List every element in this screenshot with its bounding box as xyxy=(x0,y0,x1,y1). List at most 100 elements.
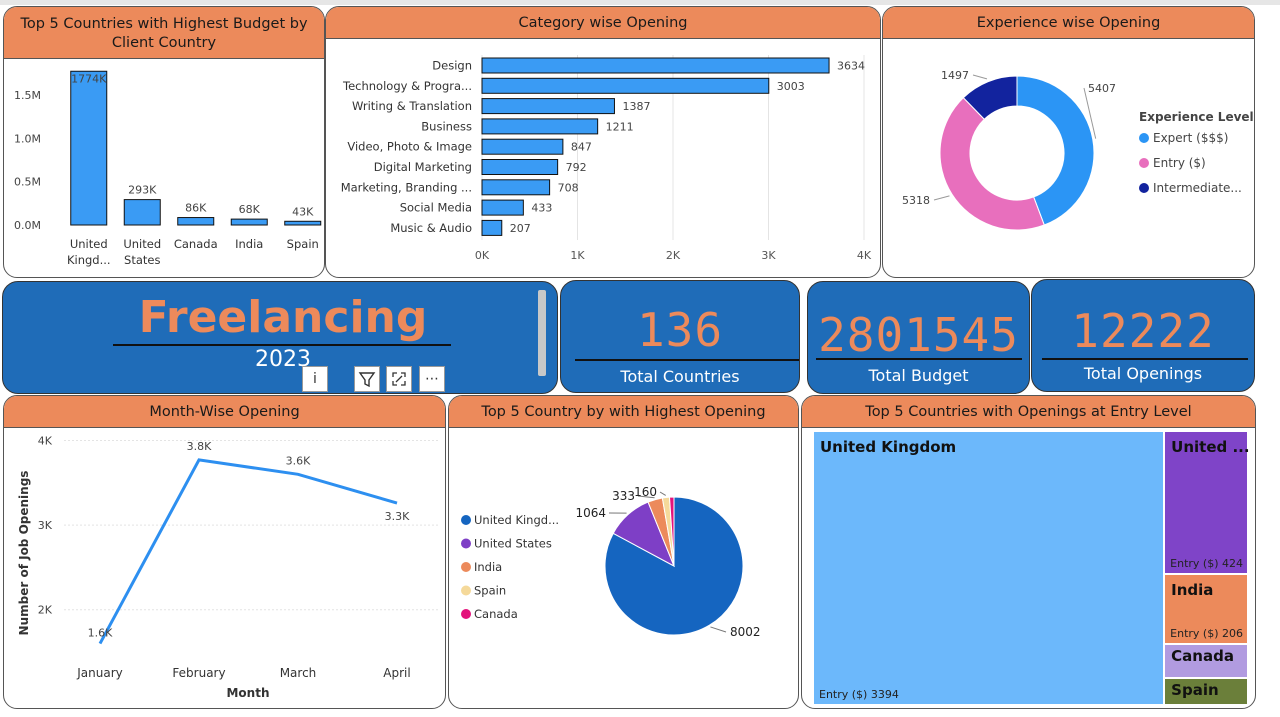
treemap-cell-label: Spain xyxy=(1171,680,1219,699)
category-tick-label: Technology & Progra... xyxy=(342,79,472,93)
month-chart: 2K 3K 4K 1.6K January 3.8K February 3.6K March 3.… xyxy=(17,434,440,700)
country-pie-legend-marker xyxy=(461,515,471,525)
country-pie-legend-label: United States xyxy=(474,537,552,551)
filter-glyph-icon xyxy=(358,372,376,388)
treemap-title: Top 5 Countries with Openings at Entry L… xyxy=(802,396,1255,428)
budget-bar xyxy=(177,217,215,226)
experience-legend-marker xyxy=(1139,158,1149,168)
scrollbar[interactable] xyxy=(538,290,546,376)
category-bar xyxy=(481,199,524,216)
kpi-countries-value: 136 xyxy=(636,303,724,357)
category-bar xyxy=(481,159,559,175)
country-pie-leader-line xyxy=(637,495,655,499)
budget-x-tick-label: States xyxy=(124,253,160,267)
month-x-tick-label: March xyxy=(280,666,317,680)
category-tick-label: Social Media xyxy=(400,201,472,215)
country-pie-chart: 8002 1064 333 160 United Kingd... United Stat… xyxy=(461,485,761,639)
budget-x-tick-label: United xyxy=(123,237,161,251)
budget-bar xyxy=(230,218,268,226)
category-tick-label: Design xyxy=(432,59,472,73)
month-data-label: 1.6K xyxy=(88,627,113,640)
category-data-label: 433 xyxy=(531,202,552,215)
month-y-tick-label: 2K xyxy=(38,604,53,617)
country-pie-card[interactable]: Top 5 Country by with Highest Opening 80… xyxy=(448,395,799,709)
category-data-label: 207 xyxy=(510,222,531,235)
country-pie-legend-marker xyxy=(461,562,471,572)
budget-y-tick-label: 0.0M xyxy=(14,219,41,232)
category-data-label: 3003 xyxy=(777,80,805,93)
budget-y-tick-label: 0.5M xyxy=(14,176,41,189)
country-pie-data-label: 1064 xyxy=(575,506,606,520)
banner-year: 2023 xyxy=(255,347,311,372)
budget-data-label: 68K xyxy=(239,203,261,216)
kpi-budget-line xyxy=(816,358,1022,360)
experience-legend-title: Experience Level xyxy=(1139,110,1254,124)
treemap-card[interactable]: Top 5 Countries with Openings at Entry L… xyxy=(801,395,1256,709)
treemap-cell[interactable]: India Entry ($) 206 xyxy=(1164,574,1248,645)
month-chart-card[interactable]: Month-Wise Opening 2K 3K 4K 1.6K January 3.8K… xyxy=(3,395,446,709)
category-tick-label: Digital Marketing xyxy=(374,160,472,174)
budget-x-tick-label: Spain xyxy=(287,237,319,251)
category-data-label: 792 xyxy=(566,161,587,174)
experience-chart-card[interactable]: Experience wise Opening 5407 5318 1497 Expe… xyxy=(882,6,1255,278)
budget-x-tick-label: Kingd... xyxy=(67,253,111,267)
kpi-countries-line xyxy=(575,359,799,361)
category-bar xyxy=(481,219,503,236)
treemap-cell[interactable]: United ... Entry ($) 424 xyxy=(1164,431,1250,575)
treemap-cell[interactable]: United Kingdom Entry ($) 3394 xyxy=(813,431,1165,705)
banner-underline xyxy=(113,344,451,346)
category-tick-label: Business xyxy=(421,119,472,133)
experience-legend-marker xyxy=(1139,133,1149,143)
experience-slice xyxy=(962,75,1018,120)
country-pie-legend-marker xyxy=(461,585,471,596)
focus-glyph-icon xyxy=(392,372,406,386)
experience-data-label: 5318 xyxy=(902,194,930,207)
kpi-budget-label: Total Budget xyxy=(868,366,969,385)
country-pie-data-label: 8002 xyxy=(730,625,761,639)
experience-data-label: 1497 xyxy=(941,69,969,82)
category-x-tick-label: 2K xyxy=(666,249,681,262)
month-data-label: 3.8K xyxy=(187,440,212,453)
more-options-icon[interactable]: ⋯ xyxy=(419,366,445,392)
category-data-label: 3634 xyxy=(837,60,865,73)
budget-data-label: 86K xyxy=(185,202,207,215)
month-x-axis-title: Month xyxy=(226,686,269,700)
freelancing-banner: Freelancing 2023 xyxy=(2,281,558,394)
treemap-cell-label: United ... xyxy=(1171,438,1250,456)
treemap-cell-value: Entry ($) 206 xyxy=(1170,627,1244,641)
experience-legend-marker xyxy=(1139,183,1149,193)
category-data-label: 1211 xyxy=(606,120,634,133)
budget-x-tick-label: India xyxy=(235,237,263,251)
category-data-label: 847 xyxy=(571,141,592,154)
category-tick-label: Writing & Translation xyxy=(352,99,472,113)
category-chart-title: Category wise Opening xyxy=(326,7,880,39)
experience-legend-label: Expert ($$$) xyxy=(1153,131,1228,145)
banner-title: Freelancing xyxy=(138,292,428,343)
category-data-label: 1387 xyxy=(622,100,650,113)
budget-data-label: 293K xyxy=(128,184,157,197)
experience-leader-line xyxy=(933,195,950,201)
category-x-tick-label: 0K xyxy=(475,249,490,262)
experience-leader-line xyxy=(1083,87,1097,139)
country-pie-data-label: 333 xyxy=(612,489,635,503)
treemap-cell[interactable]: Spain xyxy=(1164,677,1248,705)
treemap-area: United Kingdom Entry ($) 3394 United ... En… xyxy=(813,431,1250,705)
budget-chart-card[interactable]: Top 5 Countries with Highest Budget by C… xyxy=(3,6,325,278)
info-icon[interactable]: i xyxy=(302,366,328,392)
focus-mode-icon[interactable] xyxy=(386,366,412,392)
country-pie-legend-label: Canada xyxy=(474,607,518,621)
month-y-axis-title: Number of Job Openings xyxy=(17,471,31,636)
filter-icon[interactable] xyxy=(354,366,380,392)
category-bar xyxy=(481,77,770,94)
treemap-cell-label: Canada xyxy=(1171,647,1234,666)
category-chart-card[interactable]: Category wise Opening 0K 1K 2K 3K 4K Design 36… xyxy=(325,6,881,278)
country-pie-legend-label: United Kingd... xyxy=(474,513,559,527)
budget-bar xyxy=(70,70,108,226)
category-bar xyxy=(481,57,830,74)
treemap-cell-label: United Kingdom xyxy=(820,438,957,456)
category-tick-label: Video, Photo & Image xyxy=(347,140,472,154)
treemap-cell[interactable]: Canada xyxy=(1164,644,1248,678)
country-pie-legend-marker xyxy=(461,538,471,549)
category-tick-label: Marketing, Branding ... xyxy=(341,180,472,194)
